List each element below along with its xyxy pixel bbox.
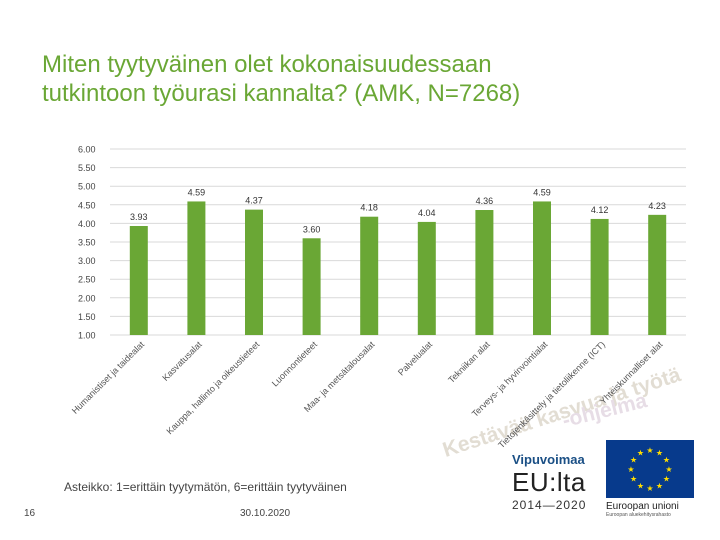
y-tick-label: 1.00 [78,331,96,341]
data-label: 3.60 [303,224,321,234]
bar [475,210,494,335]
y-tick-label: 1.50 [78,312,96,322]
data-label: 3.93 [130,212,148,222]
y-tick-label: 6.00 [78,145,96,155]
y-tick-label: 3.50 [78,238,96,248]
x-tick-label: Tietojenkäsittely ja tietoliikenne (ICT) [496,339,607,450]
page-number: 16 [24,508,36,519]
x-tick-label: Kauppa, hallinto ja oikeustieteet [164,339,261,436]
data-label: 4.23 [648,201,666,211]
x-tick-label: Yhteiskunnalliset alat [598,339,665,406]
eu-flag-icon: ★ ★ ★ ★ ★ ★ ★ ★ ★ ★ ★ ★ [606,440,694,498]
x-tick-label: Tekniikan alat [446,339,492,385]
scale-note: Asteikko: 1=erittäin tyytymätön, 6=eritt… [64,480,347,494]
bar [187,201,206,335]
data-label: 4.18 [360,203,378,213]
bar [417,221,436,335]
x-tick-label: Palvelualat [396,339,435,378]
data-label: 4.04 [418,208,436,218]
y-tick-label: 5.00 [78,182,96,192]
eu-star-icon: ★ [656,449,663,458]
x-tick-label: Humanistiset ja taidealat [70,339,147,416]
y-tick-label: 5.50 [78,163,96,173]
eu-star-icon: ★ [637,449,644,458]
eu-lta-text: EU:lta [512,467,586,497]
eu-star-icon: ★ [656,481,663,490]
data-label: 4.36 [476,196,494,206]
eu-star-icon: ★ [630,456,637,465]
eu-star-icon: ★ [665,465,672,474]
eu-star-icon: ★ [646,484,653,493]
eu-star-icon: ★ [646,446,653,455]
eu-sublabel: Euroopan aluekehitysrahasto [606,512,671,518]
y-tick-label: 2.00 [78,293,96,303]
eu-label: Euroopan unioni [606,501,679,512]
vipuvoimaa-logo: Vipuvoimaa EU:lta 2014—2020 [512,452,612,512]
eu-star-icon: ★ [630,475,637,484]
bar [590,218,609,335]
y-tick-label: 2.50 [78,275,96,285]
slide-date: 30.10.2020 [240,508,291,519]
data-label: 4.59 [533,187,551,197]
y-tick-label: 4.00 [78,219,96,229]
slide-title-line-2: tutkintoon työurasi kannalta? (AMK, N=72… [42,80,521,107]
data-label: 4.37 [245,196,263,206]
data-label: 4.59 [188,187,206,197]
bar [360,216,379,335]
y-tick-label: 3.00 [78,256,96,266]
eu-star-icon: ★ [627,465,634,474]
eu-star-icon: ★ [637,481,644,490]
bar [648,214,667,335]
slide-title-line-1: Miten tyytyväinen olet kokonaisuudessaan [42,51,492,78]
bar-chart: 1.00 1.50 2.00 2.50 3.00 3.50 4.00 4.50 5.00 5.50… [70,145,686,450]
bar [129,226,148,335]
x-tick-label: Kasvatusalat [160,339,204,383]
eu-star-icon: ★ [663,475,670,484]
bar [533,201,551,335]
data-label: 4.12 [591,205,609,215]
eu-star-icon: ★ [663,456,670,465]
vipuvoimaa-text: Vipuvoimaa [512,452,585,467]
eu-logo: ★ ★ ★ ★ ★ ★ ★ ★ ★ ★ ★ ★ Euroopan unioni Euroopan al… [606,440,698,518]
bar [245,209,263,335]
bar [302,238,321,335]
y-tick-label: 4.50 [78,200,96,210]
logo-years: 2014—2020 [512,498,587,512]
x-tick-label: Luonnontieteet [270,339,320,389]
slide-title: Miten tyytyväinen olet kokonaisuudessaan… [42,50,682,108]
